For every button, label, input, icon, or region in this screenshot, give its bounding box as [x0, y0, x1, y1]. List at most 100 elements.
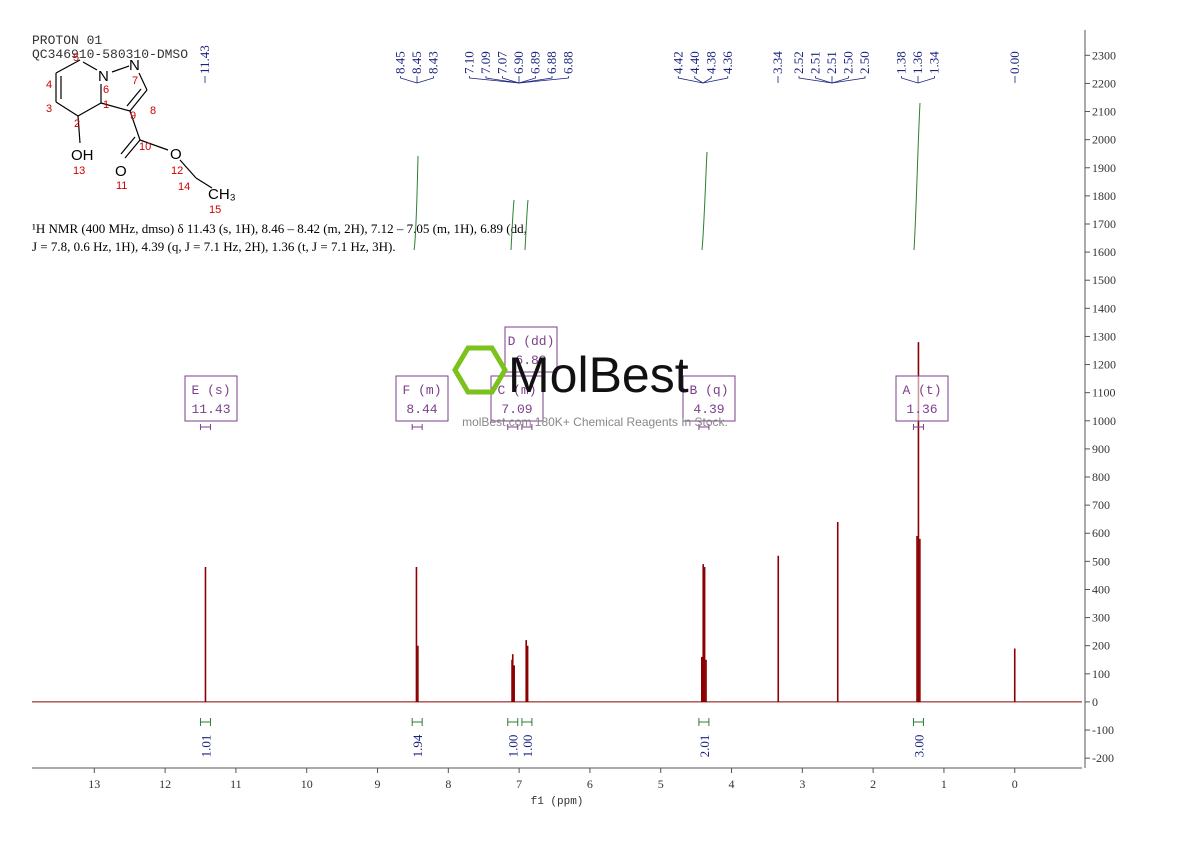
multiplet-shift: 4.39	[693, 402, 724, 417]
y-tick-label: 0	[1092, 695, 1098, 709]
peak-label: 2.51	[808, 51, 823, 74]
bond	[120, 136, 136, 155]
bond	[111, 65, 130, 73]
peak-label-leader	[702, 76, 712, 84]
atom-label: N	[129, 57, 140, 74]
x-tick-label: 9	[375, 777, 381, 791]
x-tick-label: 6	[587, 777, 593, 791]
peak-label-leader	[416, 76, 434, 84]
x-tick-label: 5	[658, 777, 664, 791]
atom-number: 11	[116, 180, 127, 192]
y-tick-label: 800	[1092, 470, 1110, 484]
y-tick-label: 1400	[1092, 301, 1116, 315]
bond	[55, 59, 81, 74]
multiplet-range	[698, 424, 710, 430]
atom-label: O	[115, 163, 127, 180]
x-tick-label: 13	[88, 777, 100, 791]
y-tick-label: 1100	[1092, 386, 1116, 400]
integral-bracket	[411, 718, 423, 726]
atom-label: N	[98, 68, 109, 85]
atom-number: 6	[103, 84, 109, 96]
y-tick-label: 100	[1092, 667, 1110, 681]
y-tick-label: 600	[1092, 526, 1110, 540]
x-tick-label: 7	[516, 777, 522, 791]
x-tick-label: 10	[301, 777, 313, 791]
peak-label-leader	[518, 76, 569, 84]
x-tick-label: 4	[729, 777, 735, 791]
atom-number: 8	[150, 105, 156, 117]
bond	[124, 139, 141, 159]
integral-bracket	[698, 718, 710, 726]
y-tick-label: 900	[1092, 442, 1110, 456]
multiplet-range	[507, 424, 519, 430]
peak-label: 4.42	[670, 51, 685, 74]
integral-label: 2.01	[697, 735, 712, 758]
peak-label: 0.00	[1007, 51, 1022, 74]
peak-label: 4.40	[687, 51, 702, 74]
multiplet-name: F (m)	[402, 383, 441, 398]
atom-number: 12	[171, 165, 183, 177]
atom-label: OH	[71, 147, 94, 164]
peak-label: 4.38	[703, 51, 718, 74]
multiplet-shift: 6.89	[515, 353, 546, 368]
bond	[139, 139, 169, 151]
y-tick-label: -200	[1092, 751, 1114, 765]
watermark-logo	[452, 345, 508, 395]
integral-curve	[913, 102, 921, 251]
watermark-tagline: molBest.com 180K+ Chemical Reagents In S…	[462, 415, 728, 429]
bond	[138, 72, 148, 91]
multiplet-box	[682, 375, 736, 422]
peak-label-leader	[485, 76, 520, 84]
bond	[129, 110, 141, 141]
y-tick-label: 2200	[1092, 76, 1116, 90]
atom-number: 14	[178, 181, 190, 193]
x-tick-label: 12	[159, 777, 171, 791]
multiplet-shift: 1.36	[906, 402, 937, 417]
multiplet-box	[395, 375, 449, 422]
peak-label: 1.36	[910, 51, 925, 74]
integral-curve	[701, 151, 708, 251]
peak-label-leader	[400, 76, 418, 84]
peak-label: 2.52	[791, 51, 806, 74]
peak-label: 8.45	[393, 51, 408, 74]
structure: N N OH O O CH₃ 1 2 3 4 5 6 7 8 9 10 11 1…	[46, 52, 236, 216]
peak-label-leader	[901, 76, 919, 84]
bond	[126, 88, 142, 107]
integral-label: 1.94	[410, 734, 425, 757]
peak-label: 11.43	[197, 45, 212, 74]
bond	[77, 115, 81, 144]
peak-label: 2.50	[841, 51, 856, 74]
integral-curve	[524, 199, 529, 251]
y-tick-label: 1500	[1092, 273, 1116, 287]
peak-label: 8.45	[409, 51, 424, 74]
watermark-brand: MolBest	[508, 347, 689, 403]
multiplet-box	[504, 326, 558, 373]
peak-label: 3.34	[770, 51, 785, 74]
y-tick-label: 200	[1092, 639, 1110, 653]
y-tick-label: 500	[1092, 554, 1110, 568]
bond	[82, 61, 98, 71]
y-tick-label: 2300	[1092, 48, 1116, 62]
integral-curve	[413, 155, 419, 251]
title: PROTON 01	[32, 33, 102, 48]
atom-label: CH₃	[208, 186, 236, 203]
bond	[77, 102, 102, 117]
watermark: MolBest molBest.com 180K+ Chemical Reage…	[452, 345, 728, 429]
peak-label: 7.07	[495, 51, 510, 74]
peak-label-leader	[815, 76, 833, 84]
y-tick-label: -100	[1092, 723, 1114, 737]
x-axis-label: f1 (ppm)	[531, 796, 584, 808]
x-tick-label: 1	[941, 777, 947, 791]
y-tick-label: 1900	[1092, 161, 1116, 175]
y-tick-label: 400	[1092, 582, 1110, 596]
atom-number: 9	[130, 110, 136, 122]
peak-label: 1.38	[894, 51, 909, 74]
atom-number: 1	[103, 99, 109, 111]
multiplet-range	[411, 424, 423, 430]
atom-number: 10	[139, 141, 151, 153]
peak-label-leader	[518, 76, 553, 84]
multiplet-shift: 7.09	[501, 402, 532, 417]
bond	[55, 101, 79, 117]
peak-label: 7.10	[462, 51, 477, 74]
peak-label: 6.90	[511, 51, 526, 74]
